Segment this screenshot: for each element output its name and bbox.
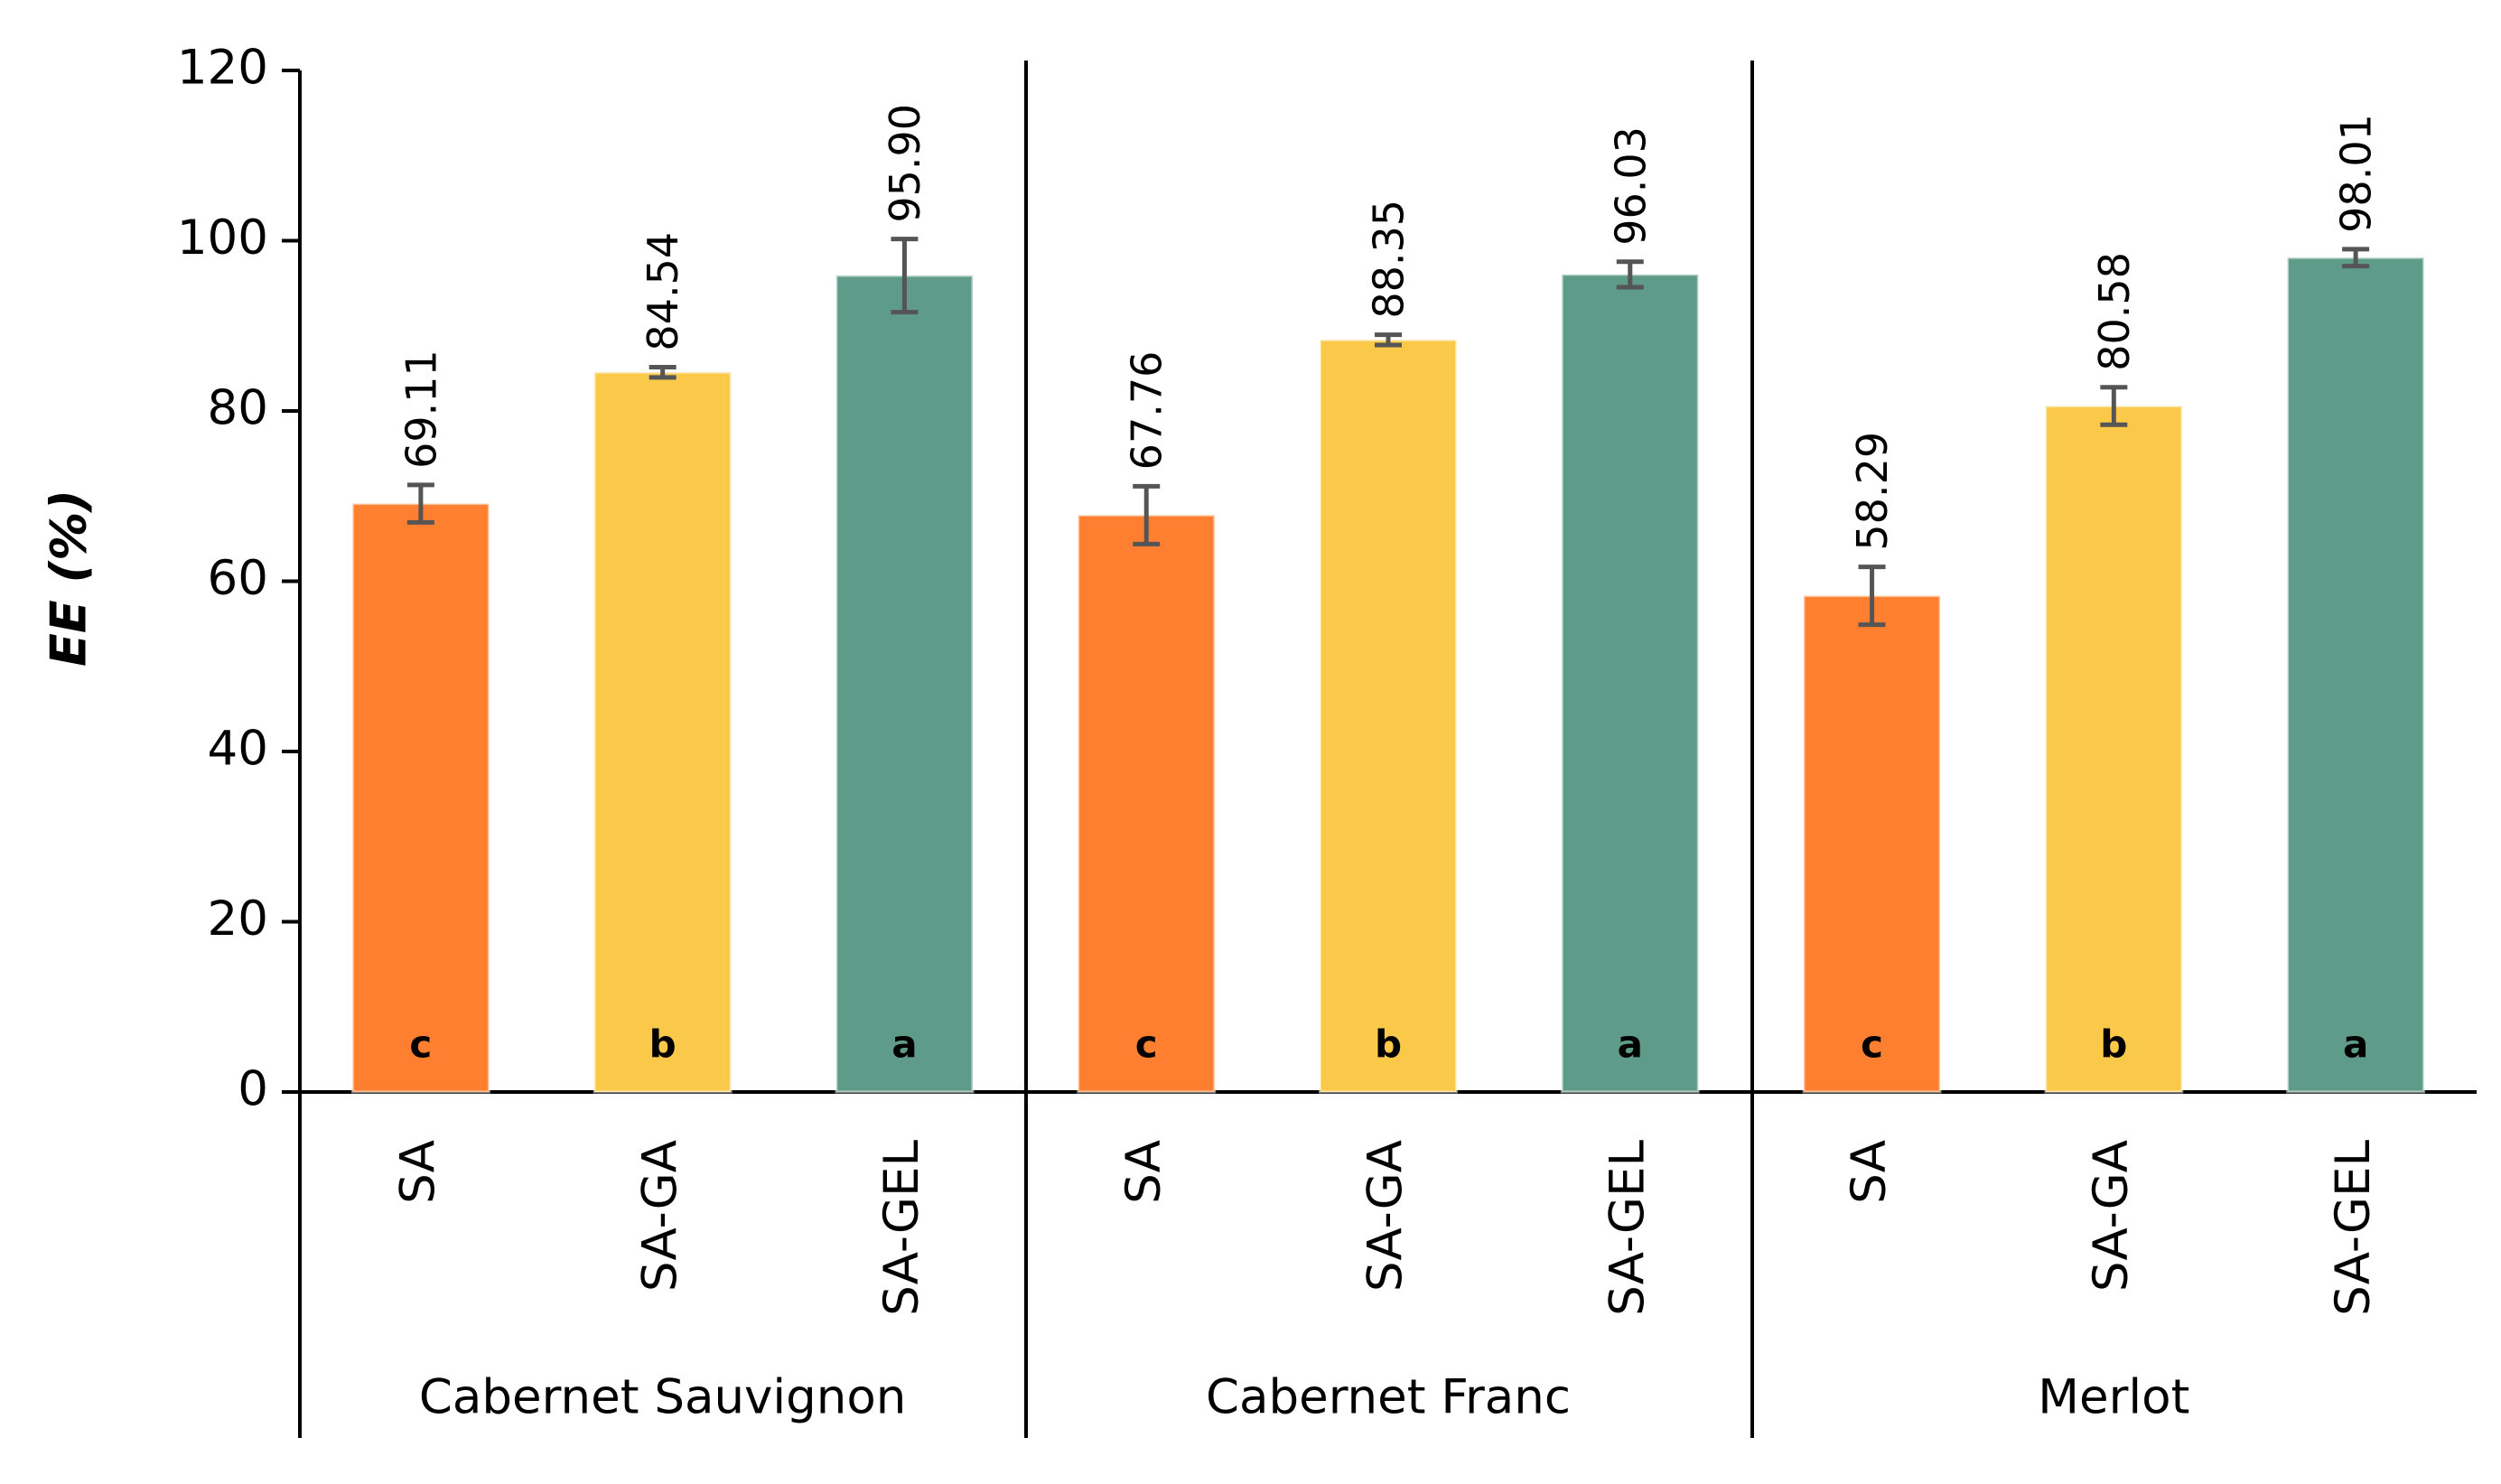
x-tick-label: SA-GA xyxy=(632,1140,687,1292)
bar xyxy=(1319,338,1458,1094)
bar xyxy=(593,370,733,1094)
x-tick-label: SA-GA xyxy=(1358,1140,1414,1292)
y-tick-label: 0 xyxy=(238,1062,268,1117)
bar xyxy=(1560,273,1700,1094)
value-label: 95.90 xyxy=(881,104,929,223)
y-tick-label: 100 xyxy=(177,210,268,266)
significance-letter: c xyxy=(1861,1022,1883,1067)
value-label: 98.01 xyxy=(2332,114,2381,233)
bar xyxy=(1802,594,1942,1094)
significance-letter: b xyxy=(1375,1022,1402,1067)
significance-letter: a xyxy=(891,1022,917,1067)
significance-letter: c xyxy=(409,1022,432,1067)
group-label: Cabernet Sauvignon xyxy=(419,1370,906,1425)
significance-letter: b xyxy=(649,1022,677,1067)
bar xyxy=(350,502,490,1094)
x-tick-label: SA-GEL xyxy=(2326,1140,2381,1316)
x-tick-label: SA xyxy=(1842,1140,1897,1204)
y-tick-label: 60 xyxy=(208,551,268,606)
bar xyxy=(1077,513,1217,1094)
x-tick-label: SA-GEL xyxy=(1600,1140,1655,1316)
y-tick-label: 120 xyxy=(177,41,268,96)
bar xyxy=(835,274,975,1094)
y-axis-label: EE (%) xyxy=(41,490,98,667)
value-label: 96.03 xyxy=(1606,126,1655,246)
group-label: Cabernet Franc xyxy=(1206,1370,1571,1425)
y-tick-label: 20 xyxy=(208,891,268,947)
value-label: 80.58 xyxy=(2090,252,2139,371)
value-label: 67.76 xyxy=(1123,351,1171,471)
value-label: 58.29 xyxy=(1848,432,1897,551)
significance-letter: a xyxy=(2343,1022,2368,1067)
significance-letter: c xyxy=(1135,1022,1158,1067)
y-tick-label: 40 xyxy=(208,722,268,777)
group-label: Merlot xyxy=(2038,1370,2189,1425)
y-tick-label: 80 xyxy=(208,381,268,436)
x-tick-label: SA xyxy=(391,1140,446,1204)
bar xyxy=(2286,256,2426,1094)
x-tick-label: SA-GEL xyxy=(874,1140,929,1316)
bar xyxy=(2044,405,2184,1094)
value-label: 88.35 xyxy=(1365,200,1414,319)
x-tick-label: SA-GA xyxy=(2084,1140,2139,1292)
x-tick-label: SA xyxy=(1116,1140,1171,1204)
value-label: 69.11 xyxy=(397,350,445,469)
significance-letter: b xyxy=(2100,1022,2127,1067)
significance-letter: a xyxy=(1618,1022,1643,1067)
value-label: 84.54 xyxy=(639,232,687,351)
